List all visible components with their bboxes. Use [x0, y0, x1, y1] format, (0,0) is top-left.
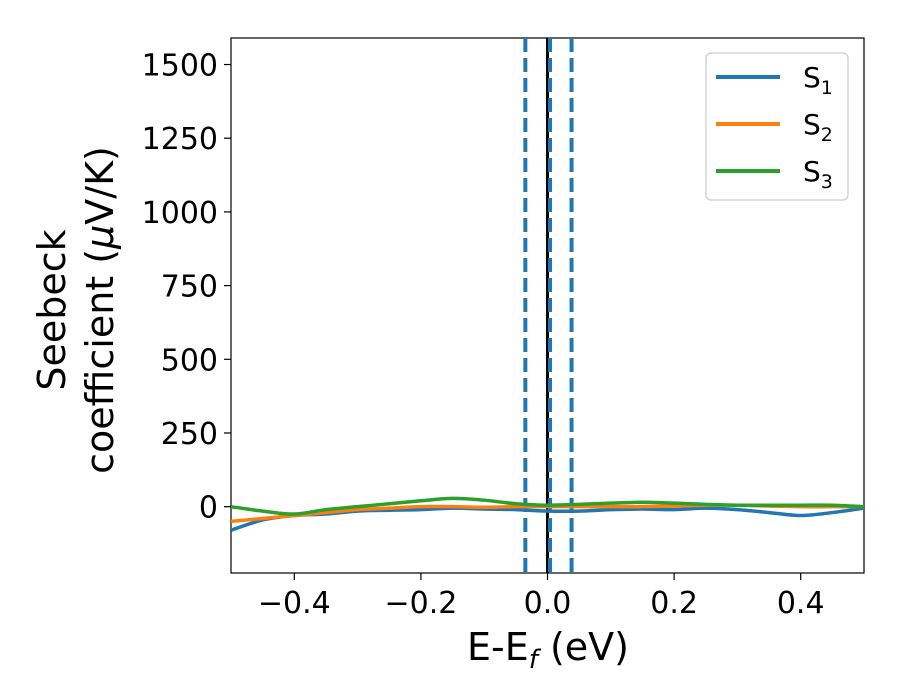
y-axis-label-line2: coefficient (μV/K): [78, 146, 122, 474]
y-tick-label: 750: [161, 270, 218, 305]
series-lines: [231, 496, 864, 532]
series-line-s3: [231, 496, 864, 516]
legend-label-s3-name: S: [803, 155, 821, 188]
y-axis-label-line1: Seebeck: [30, 229, 74, 390]
x-tick-label: −0.4: [258, 586, 331, 621]
y-tick-label: 1250: [142, 122, 218, 157]
x-axis-label-main: E-E: [467, 625, 529, 669]
y-tick-label: 250: [161, 417, 218, 452]
y-tick-label: 1500: [142, 49, 218, 84]
x-axis-label: E-Ef (eV): [467, 625, 629, 675]
legend: S1 S2 S3: [705, 52, 849, 201]
legend-label-s3-sub: 3: [821, 171, 833, 193]
legend-label-s2-name: S: [803, 108, 821, 141]
x-axis-label-unit: (eV): [538, 625, 629, 669]
vertical-reference-lines: [523, 38, 574, 573]
y-tick-label: 500: [161, 343, 218, 378]
y-tick-label: 0: [199, 491, 218, 526]
legend-label-s3: S3: [803, 155, 833, 193]
y-axis-label-line2-text: coefficient (: [78, 249, 122, 474]
y-tick-label: 1000: [142, 196, 218, 231]
legend-box: [705, 52, 849, 201]
x-tick-label: −0.2: [384, 586, 457, 621]
y-axis-ticks: 0 250 500 750 1000 1250 1500: [142, 49, 231, 526]
legend-label-s2: S2: [803, 108, 833, 146]
legend-label-s1: S1: [803, 61, 833, 99]
legend-label-s1-name: S: [803, 61, 821, 94]
x-tick-label: 0.0: [524, 586, 572, 621]
legend-label-s1-sub: 1: [821, 77, 833, 99]
x-axis-ticks: −0.4 −0.2 0.0 0.2 0.4: [258, 573, 825, 621]
x-tick-label: 0.2: [650, 586, 698, 621]
y-axis-label-unit: V/K): [78, 146, 122, 225]
y-axis-label-mu: μ: [78, 225, 122, 250]
x-tick-label: 0.4: [777, 586, 825, 621]
y-axis-label: Seebeck coefficient (μV/K): [30, 146, 122, 474]
legend-label-s2-sub: 2: [821, 124, 833, 146]
